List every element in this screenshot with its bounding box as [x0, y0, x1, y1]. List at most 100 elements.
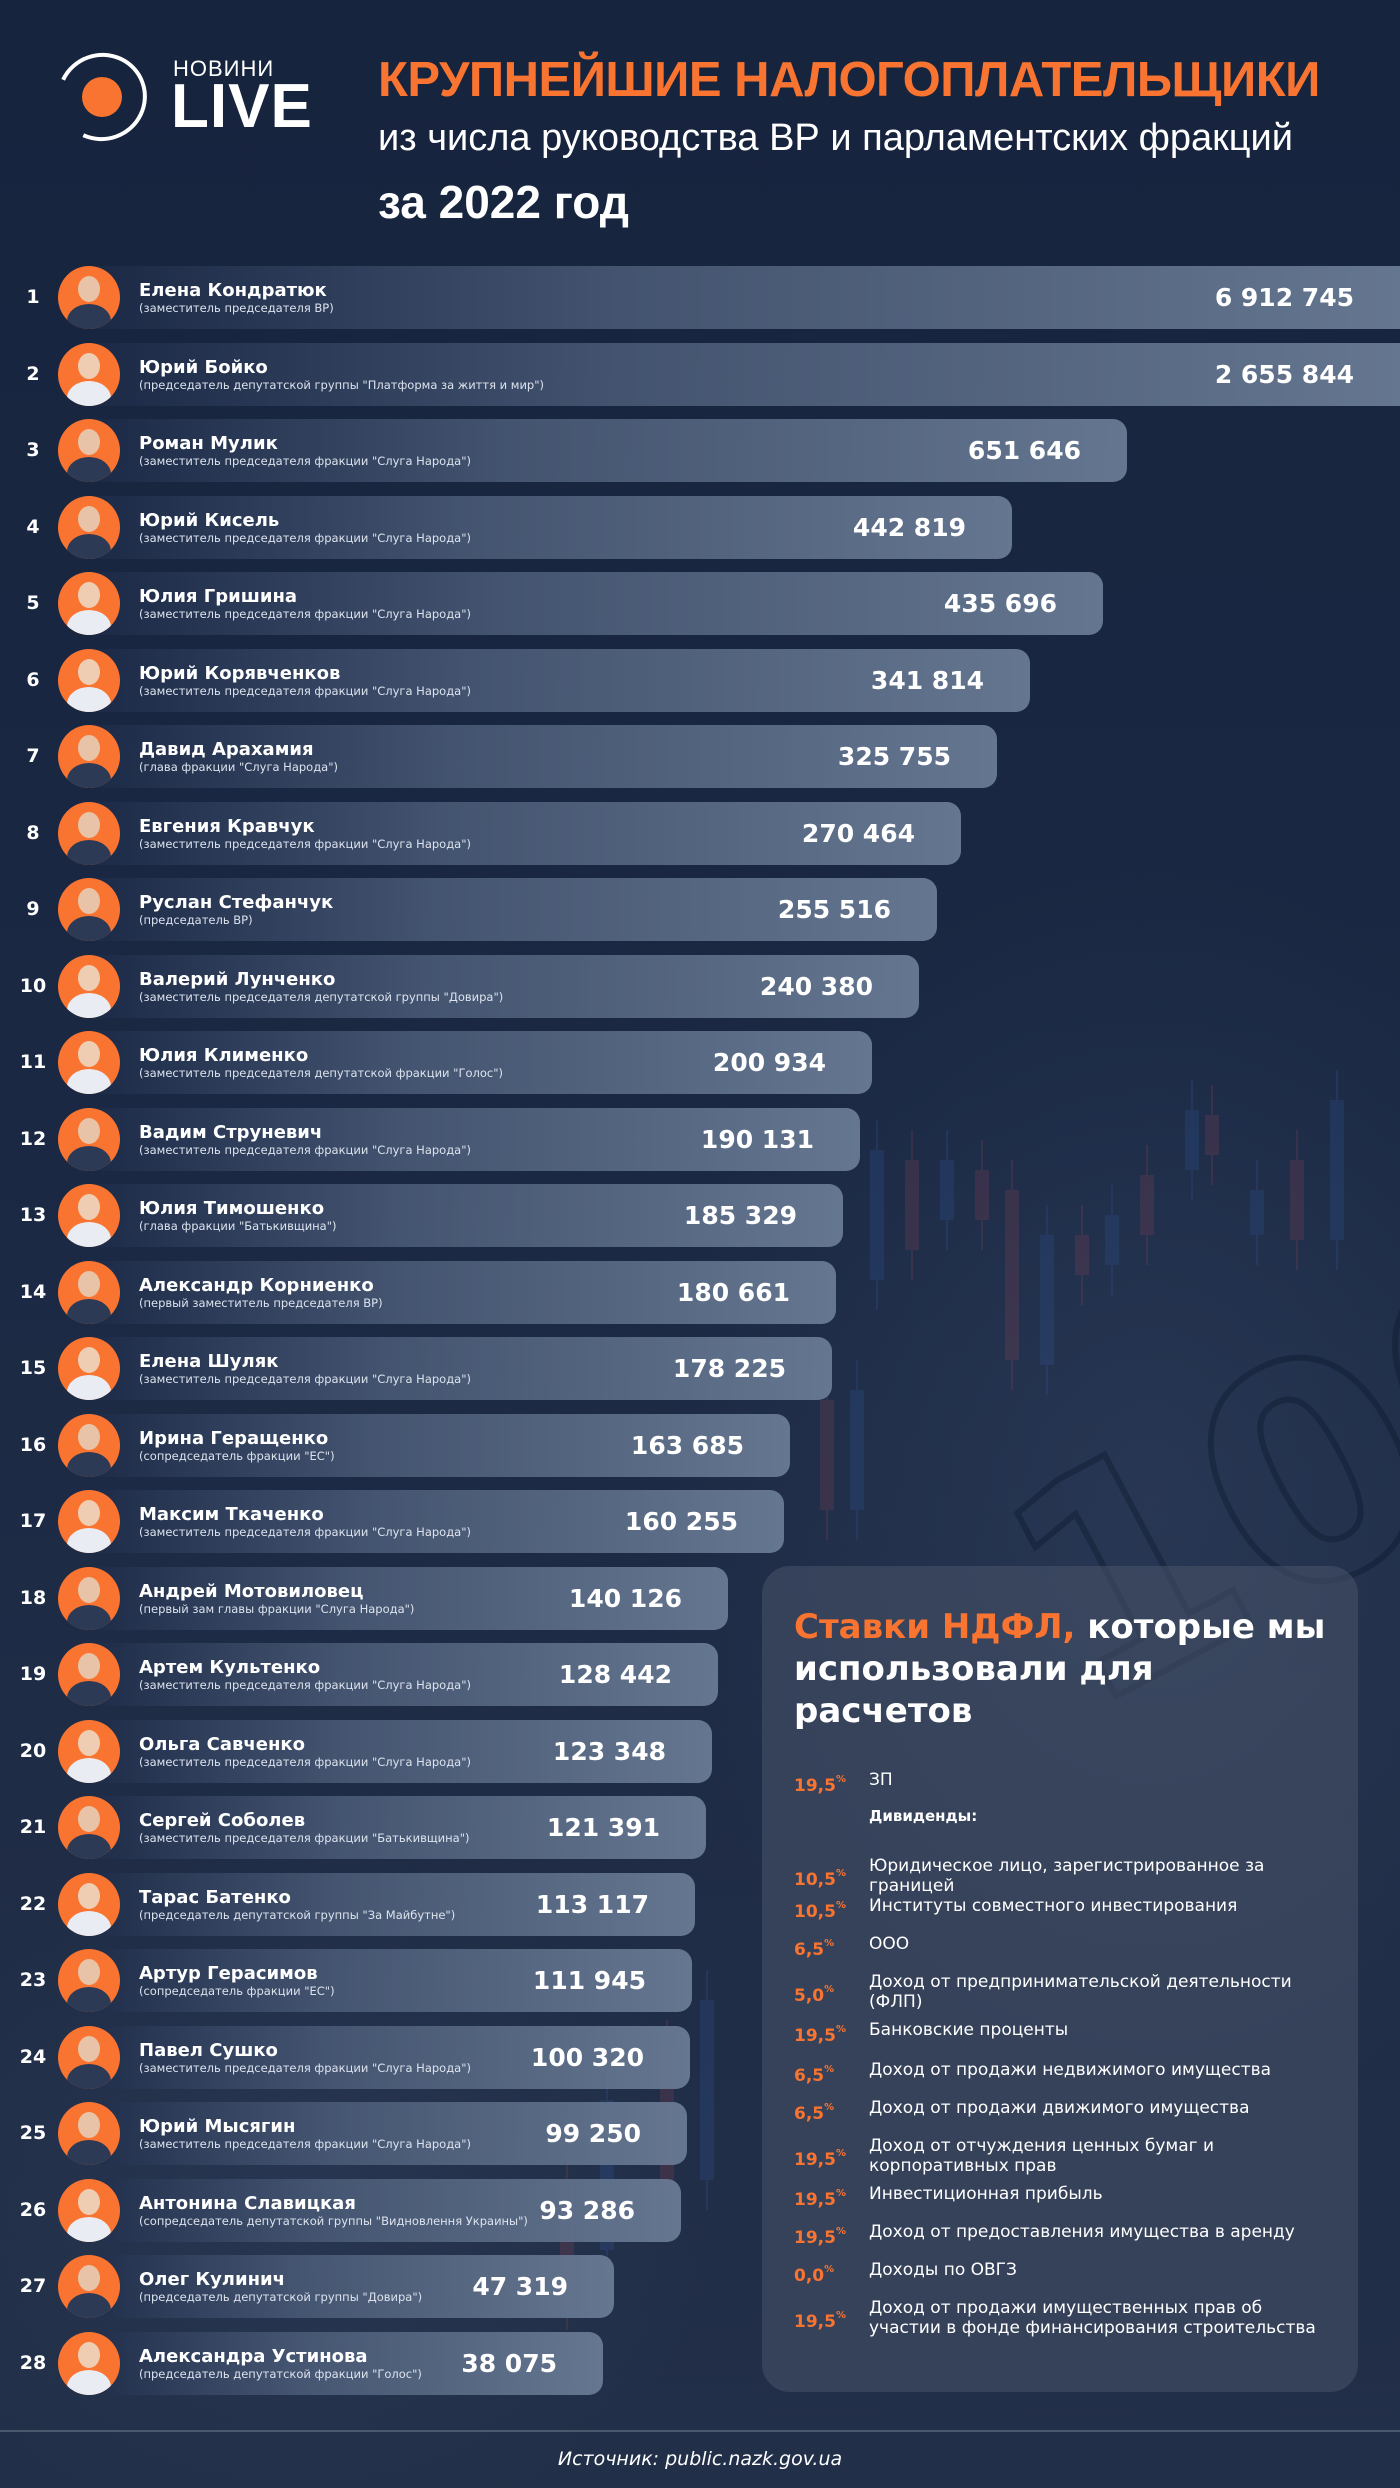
tax-amount: 185 329: [683, 1201, 797, 1230]
person-icon: [78, 1423, 100, 1450]
rate-percent: 19,5%: [794, 2310, 846, 2332]
table-row: 8 270 464 Евгения Кравчук (заместитель пред…: [0, 801, 1400, 865]
person-name: Валерий Лунченко: [139, 968, 336, 990]
tax-amount: 270 464: [801, 818, 915, 848]
person-role: (заместитель председателя фракции "Слуга…: [139, 530, 471, 545]
tax-amount: 111 945: [532, 1966, 646, 1995]
table-row: 22 113 117 Тарас Батенко (председатель депу…: [0, 1872, 1400, 1936]
avatar: [58, 342, 120, 406]
tax-amount: 190 131: [700, 1124, 814, 1154]
table-row: 23 111 945 Артур Герасимов (сопредседатель …: [0, 1949, 1400, 2012]
table-row: 25 99 250 Юрий Мысягин (заместитель председ…: [0, 2102, 1400, 2165]
table-row: 26 93 286 Антонина Славицкая (сопредседател…: [0, 2178, 1400, 2242]
tax-amount: 180 661: [676, 1277, 790, 1307]
person-name: Юлия Гришина: [139, 586, 298, 607]
rate-label: Институты совместного инвестирования: [869, 1896, 1238, 1916]
tax-amount: 435 696: [943, 589, 1057, 618]
person-icon: [78, 811, 100, 838]
rank-number: 27: [19, 2275, 47, 2297]
avatar: [58, 1643, 120, 1706]
person-icon: [78, 1806, 100, 1832]
rank-number: 25: [19, 2122, 47, 2144]
person-name: Александра Устинова: [139, 2345, 368, 2367]
rate-label: Банковские проценты: [869, 2020, 1069, 2040]
table-row: 9 255 516 Руслан Стефанчук (председатель ВР…: [0, 878, 1400, 941]
person-role: (сопредседатель фракции "ЕС"): [139, 1984, 335, 1998]
rates-title-rest: которые мы использовали для расчетов: [794, 1607, 1326, 1731]
rank-number: 23: [19, 1969, 47, 1991]
title-block: КРУПНЕЙШИЕ НАЛОГОПЛАТЕЛЬЩИКИ из числа ру…: [378, 50, 1320, 232]
table-row: 12 190 131 Вадим Струневич (заместитель пре…: [0, 1107, 1400, 1171]
person-role: (заместитель председателя фракции "Слуга…: [139, 1754, 471, 1769]
person-name: Вадим Струневич: [139, 1121, 323, 1143]
person-name: Руслан Стефанчук: [139, 892, 334, 913]
table-row: 2 2 655 844 Юрий Бойко (председатель депута…: [0, 342, 1400, 406]
table-row: 27 47 319 Олег Кулинич (председатель депута…: [0, 2255, 1400, 2318]
rank-number: 8: [26, 821, 40, 844]
tax-amount: 160 255: [624, 1507, 738, 1536]
rate-label: ЗП: [869, 1770, 893, 1790]
rank-number: 5: [26, 592, 40, 614]
rank-number: 3: [26, 439, 40, 461]
rate-percent: 6,5%: [794, 1938, 835, 1960]
person-role: (сопредседатель фракции "ЕС"): [139, 1448, 335, 1463]
rates-title: Ставки НДФЛ, которые мы использовали для…: [794, 1606, 1334, 1732]
avatar: [58, 1337, 120, 1400]
value-bar: 163 685: [95, 1413, 790, 1477]
rank-number: 11: [19, 1051, 47, 1073]
person-icon: [78, 352, 100, 379]
person-role: (заместитель председателя фракции "Слуга…: [139, 2060, 471, 2075]
person-icon: [78, 1270, 100, 1297]
table-row: 11 200 934 Юлия Клименко (заместитель предс…: [0, 1031, 1400, 1094]
tax-amount: 255 516: [777, 895, 891, 924]
avatar: [58, 266, 120, 329]
person-name: Юрий Бойко: [139, 356, 268, 378]
person-name: Роман Мулик: [139, 433, 278, 454]
value-bar: 180 661: [95, 1260, 836, 1324]
tax-amount: 47 319: [472, 2272, 568, 2301]
value-bar: 121 391: [95, 1796, 706, 1859]
person-role: (заместитель председателя фракции "Слуга…: [139, 683, 471, 698]
person-name: Павел Сушко: [139, 2039, 278, 2061]
person-role: (заместитель председателя фракции "Слуга…: [139, 607, 471, 621]
avatar: [58, 1490, 120, 1553]
table-row: 20 123 348 Ольга Савченко (заместитель пред…: [0, 1719, 1400, 1783]
person-role: (первый зам главы фракции "Слуга Народа"…: [139, 1601, 415, 1616]
rate-percent: 0,0%: [794, 2264, 835, 2286]
tax-amount: 651 646: [967, 436, 1081, 465]
logo-main-text: LIVE: [171, 72, 313, 141]
avatar: [58, 1796, 120, 1859]
value-bar: 160 255: [95, 1490, 784, 1553]
person-name: Ольга Савченко: [139, 1733, 306, 1755]
person-name: Тарас Батенко: [139, 1886, 291, 1908]
avatar: [58, 495, 120, 559]
person-icon: [78, 964, 100, 991]
person-icon: [78, 1653, 100, 1679]
person-name: Юлия Тимошенко: [139, 1198, 325, 1219]
person-name: Юлия Клименко: [139, 1045, 309, 1066]
person-name: Елена Кондратюк: [139, 280, 327, 301]
table-row: 24 100 320 Павел Сушко (заместитель председ…: [0, 2025, 1400, 2089]
person-name: Ирина Геращенко: [139, 1427, 329, 1449]
rank-number: 6: [26, 668, 40, 691]
avatar: [58, 2178, 120, 2242]
rank-number: 12: [19, 1127, 47, 1150]
avatar: [58, 801, 120, 865]
rank-number: 10: [19, 974, 47, 997]
rate-label: ООО: [869, 1934, 910, 1954]
person-role: (заместитель председателя фракции "Слуга…: [139, 454, 471, 468]
person-role: (председатель депутатской группы "Платфо…: [139, 377, 544, 392]
rank-number: 9: [26, 898, 40, 920]
rank-number: 13: [19, 1204, 47, 1226]
table-row: 13 185 329 Юлия Тимошенко (глава фракции "Б…: [0, 1184, 1400, 1247]
rate-label: Доход от продажи движимого имущества: [869, 2098, 1250, 2118]
value-bar: 240 380: [95, 954, 919, 1018]
value-bar: 93 286: [95, 2178, 681, 2242]
person-icon: [78, 1959, 100, 1985]
person-icon: [78, 1347, 100, 1373]
value-bar: 200 934: [95, 1031, 872, 1094]
person-icon: [78, 1041, 100, 1067]
person-role: (заместитель председателя фракции "Слуга…: [139, 1142, 471, 1157]
person-icon: [78, 888, 100, 914]
value-bar: 442 819: [95, 495, 1012, 559]
